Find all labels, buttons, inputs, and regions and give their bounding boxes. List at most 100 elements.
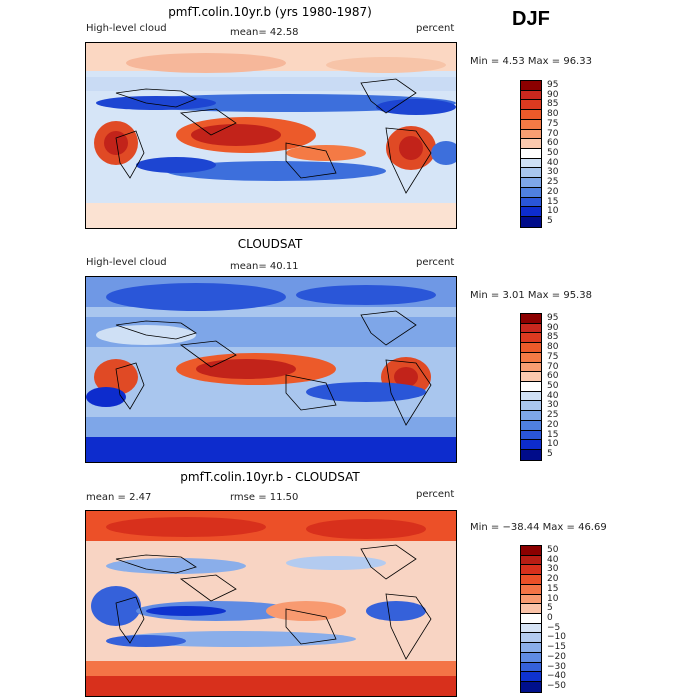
units-label: percent [416,489,455,500]
units-label: percent [416,257,455,268]
colorbar-swatch [521,323,541,334]
colorbar-swatch [521,672,541,683]
colorbar-swatch [521,81,541,91]
colorbar-tick-label: 70 [547,361,559,372]
colorbar-tick-label: 85 [547,99,559,110]
rmse-label: rmse = 11.50 [230,492,299,503]
colorbar [520,80,542,228]
units-label: percent [416,23,455,34]
colorbar-swatch [521,178,541,188]
colorbar-swatch [521,633,541,644]
colorbar-swatch [521,652,541,663]
colorbar-tick-label: 95 [547,79,559,90]
colorbar-swatch [521,440,541,451]
colorbar-swatch [521,207,541,218]
colorbar-tick-label: 50 [547,544,559,555]
colorbar-swatch [521,546,541,556]
colorbar-swatch [521,90,541,101]
colorbar-tick-label: 50 [547,381,559,391]
mean-label: mean = 2.47 [86,492,152,503]
field-contours [86,277,456,462]
colorbar-tick-label: 90 [547,322,559,333]
colorbar-tick-label: 75 [547,351,559,362]
colorbar-swatch [521,333,541,344]
colorbar-tick-label: 95 [547,312,559,323]
field-contours [86,511,456,696]
colorbar-swatch [521,411,541,421]
colorbar-tick-label: 15 [547,196,559,207]
colorbar-swatch [521,217,541,227]
colorbar-tick-label: 85 [547,332,559,343]
colorbar-tick-label: 30 [547,167,559,178]
colorbar-tick-label: −5 [547,622,561,633]
colorbar-swatch [521,197,541,208]
colorbar-swatch [521,100,541,111]
colorbar-tick-label: 20 [547,574,559,585]
colorbar-tick-label: −15 [547,642,566,653]
minmax-label: Min = 3.01 Max = 95.38 [470,290,592,301]
map-plot-model [85,42,457,229]
colorbar-swatch [521,139,541,150]
colorbar-tick-label: 90 [547,89,559,100]
minmax-label: Min = −38.44 Max = 46.69 [470,522,607,533]
colorbar-swatch [521,158,541,169]
panel-title: CLOUDSAT [237,237,303,251]
colorbar-tick-label: 5 [547,449,553,460]
colorbar-swatch [521,401,541,412]
panel-title: pmfT.colin.10yr.b (yrs 1980-1987) [168,5,372,19]
colorbar-swatch [521,565,541,576]
colorbar [520,545,542,693]
colorbar-tick-label: 0 [547,613,553,623]
colorbar-tick-label: 50 [547,148,559,158]
colorbar-swatch [521,149,541,159]
colorbar-tick-label: 15 [547,583,559,594]
colorbar-tick-label: 60 [547,138,559,149]
map-plot-observation [85,276,457,463]
colorbar-tick-label: 80 [547,109,559,120]
colorbar-tick-label: 30 [547,400,559,411]
colorbar-tick-label: 75 [547,118,559,129]
colorbar-labels: 95 90 85 80 75 70 60 50 40 30 25 20 15 10 5 [547,80,587,228]
colorbar-tick-label: 70 [547,128,559,139]
minmax-label: Min = 4.53 Max = 96.33 [470,56,592,67]
colorbar-labels: 95 90 85 80 75 70 60 50 40 30 25 20 15 10 5 [547,313,587,461]
colorbar-tick-label: 10 [547,593,559,604]
colorbar-swatch [521,430,541,441]
colorbar-swatch [521,604,541,615]
colorbar-tick-label: 25 [547,410,559,421]
variable-label: High-level cloud [86,257,167,268]
colorbar-tick-label: 40 [547,390,559,401]
colorbar-tick-label: 5 [547,603,553,614]
colorbar-tick-label: −20 [547,651,566,662]
colorbar-swatch [521,575,541,585]
variable-label: High-level cloud [86,23,167,34]
colorbar-tick-label: 40 [547,554,559,565]
colorbar-swatch [521,682,541,692]
colorbar-swatch [521,584,541,595]
colorbar-tick-label: 20 [547,419,559,430]
colorbar-swatch [521,420,541,431]
colorbar-swatch [521,594,541,605]
colorbar [520,313,542,461]
colorbar-tick-label: 80 [547,342,559,353]
colorbar-swatch [521,382,541,392]
colorbar-swatch [521,450,541,460]
colorbar-swatch [521,119,541,130]
colorbar-swatch [521,110,541,120]
colorbar-tick-label: −50 [547,681,566,692]
colorbar-swatch [521,555,541,566]
colorbar-tick-label: 10 [547,206,559,217]
colorbar-swatch [521,314,541,324]
colorbar-tick-label: 25 [547,177,559,188]
colorbar-swatch [521,623,541,634]
colorbar-swatch [521,352,541,363]
colorbar-tick-label: −10 [547,632,566,643]
colorbar-swatch [521,372,541,383]
colorbar-swatch [521,362,541,373]
colorbar-swatch [521,614,541,624]
colorbar-tick-label: 5 [547,216,553,227]
colorbar-tick-label: 30 [547,564,559,575]
colorbar-tick-label: 10 [547,439,559,450]
colorbar-tick-label: 15 [547,429,559,440]
colorbar-labels: 50 40 30 20 15 10 5 0 −5 −10 −15 −20 −30 −40 −50 [547,545,587,693]
